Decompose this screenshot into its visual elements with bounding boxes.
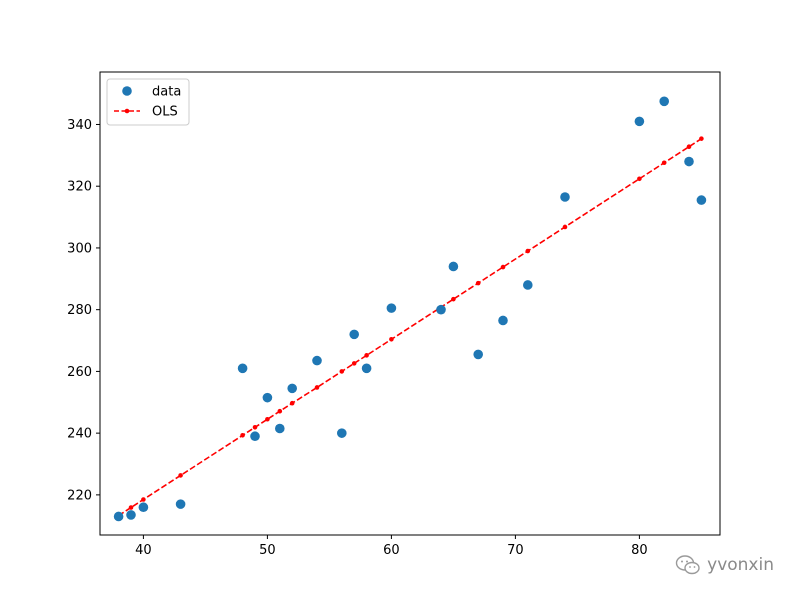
data-point <box>560 192 570 202</box>
y-tick-label: 300 <box>67 241 92 256</box>
data-point <box>436 304 446 315</box>
ols-point <box>141 497 146 502</box>
ols-point <box>389 337 394 342</box>
y-tick-label: 220 <box>67 488 92 503</box>
ols-point <box>637 176 642 182</box>
data-point <box>498 315 508 326</box>
y-tick-label: 340 <box>67 118 92 133</box>
legend: data OLS <box>106 78 190 126</box>
watermark-text: yvonxin <box>707 555 774 575</box>
data-point <box>287 383 298 394</box>
x-tick-label: 40 <box>135 543 152 558</box>
legend-marker-ols <box>124 108 130 114</box>
data-point <box>473 349 484 360</box>
ols-point <box>562 224 568 230</box>
data-point <box>138 502 149 513</box>
data-point <box>250 431 260 442</box>
x-tick-label: 70 <box>507 543 524 558</box>
data-point <box>523 280 533 290</box>
watermark: yvonxin <box>675 554 774 576</box>
ols-point <box>277 408 283 414</box>
legend-label-ols: OLS <box>152 105 178 120</box>
data-point <box>386 303 397 313</box>
ols-point <box>314 385 320 390</box>
legend-label-data: data <box>152 85 181 100</box>
y-tick-label: 260 <box>67 365 92 380</box>
y-axis: 220 240 260 280 300 320 340 <box>67 118 100 503</box>
data-point <box>634 116 645 127</box>
x-tick-label: 50 <box>259 543 276 558</box>
data-point <box>312 355 322 366</box>
data-point <box>126 510 136 520</box>
data-point <box>684 156 694 167</box>
data-point <box>349 329 360 340</box>
y-tick-label: 280 <box>67 303 92 318</box>
x-tick-label: 60 <box>383 543 400 558</box>
ols-point <box>339 369 345 374</box>
ols-point <box>351 361 357 366</box>
data-point <box>448 261 459 272</box>
data-point <box>659 96 669 107</box>
data-point <box>113 511 124 522</box>
data-point <box>337 428 347 438</box>
data-point <box>696 195 707 205</box>
ols-point <box>240 433 245 438</box>
ols-point <box>364 353 369 358</box>
ols-point <box>128 505 134 510</box>
data-point <box>275 423 285 434</box>
ols-point <box>289 400 295 406</box>
ols-point <box>265 416 270 422</box>
data-point <box>175 499 186 509</box>
ols-point <box>525 248 531 254</box>
data-point <box>262 392 273 403</box>
ols-point <box>699 136 704 141</box>
ols-point <box>178 473 183 478</box>
ols-point <box>475 280 481 286</box>
data-point <box>361 363 372 374</box>
y-tick-label: 320 <box>67 180 92 195</box>
wechat-icon <box>675 555 700 575</box>
series-layer <box>113 96 707 522</box>
ols-point <box>500 264 506 270</box>
x-axis: 40 50 60 70 80 <box>135 535 648 558</box>
plot-frame <box>99 71 721 536</box>
legend-marker-data <box>122 86 132 96</box>
y-tick-label: 240 <box>67 427 92 442</box>
x-tick-label: 80 <box>631 543 648 558</box>
ols-point <box>661 160 667 166</box>
ols-point <box>686 144 692 149</box>
ols-line <box>118 138 702 517</box>
data-point <box>237 363 248 374</box>
ols-point <box>451 296 456 302</box>
ols-point <box>252 424 258 430</box>
plot-area <box>100 72 720 535</box>
